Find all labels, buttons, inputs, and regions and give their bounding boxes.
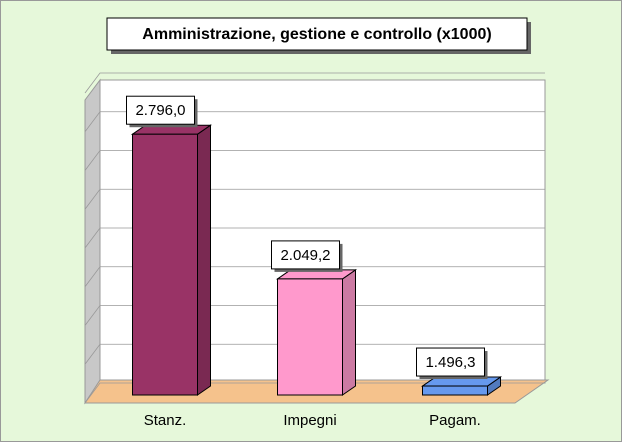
grid-line bbox=[84, 343, 545, 365]
grid-line bbox=[84, 382, 545, 404]
bar-side bbox=[342, 268, 356, 396]
value-label-box bbox=[271, 240, 340, 270]
grid-line bbox=[84, 72, 545, 94]
x-tick-label: Stanz. bbox=[144, 412, 187, 429]
grid-line bbox=[84, 111, 545, 132]
bar-front bbox=[422, 385, 488, 396]
grid-line bbox=[84, 227, 545, 249]
bar-side bbox=[197, 124, 211, 396]
value-label: 2.049,2 bbox=[280, 247, 330, 264]
bar bbox=[420, 376, 503, 396]
title-box bbox=[106, 17, 528, 51]
grid-line bbox=[84, 266, 545, 287]
value-label-box bbox=[416, 347, 485, 377]
grid-line bbox=[84, 150, 545, 171]
bar bbox=[130, 124, 213, 396]
bar-front bbox=[132, 133, 198, 396]
value-label: 1.496,3 bbox=[425, 354, 475, 371]
bar-front bbox=[277, 278, 343, 396]
x-tick-label: Pagam. bbox=[429, 412, 481, 429]
chart-title: Amministrazione, gestione e controllo (x… bbox=[142, 26, 491, 43]
bar bbox=[275, 268, 358, 396]
grid-line bbox=[84, 305, 545, 326]
x-tick-label: Impegni bbox=[283, 412, 336, 429]
value-label: 2.796,0 bbox=[135, 102, 185, 119]
grid-line bbox=[84, 188, 545, 210]
value-label-box bbox=[126, 95, 195, 125]
